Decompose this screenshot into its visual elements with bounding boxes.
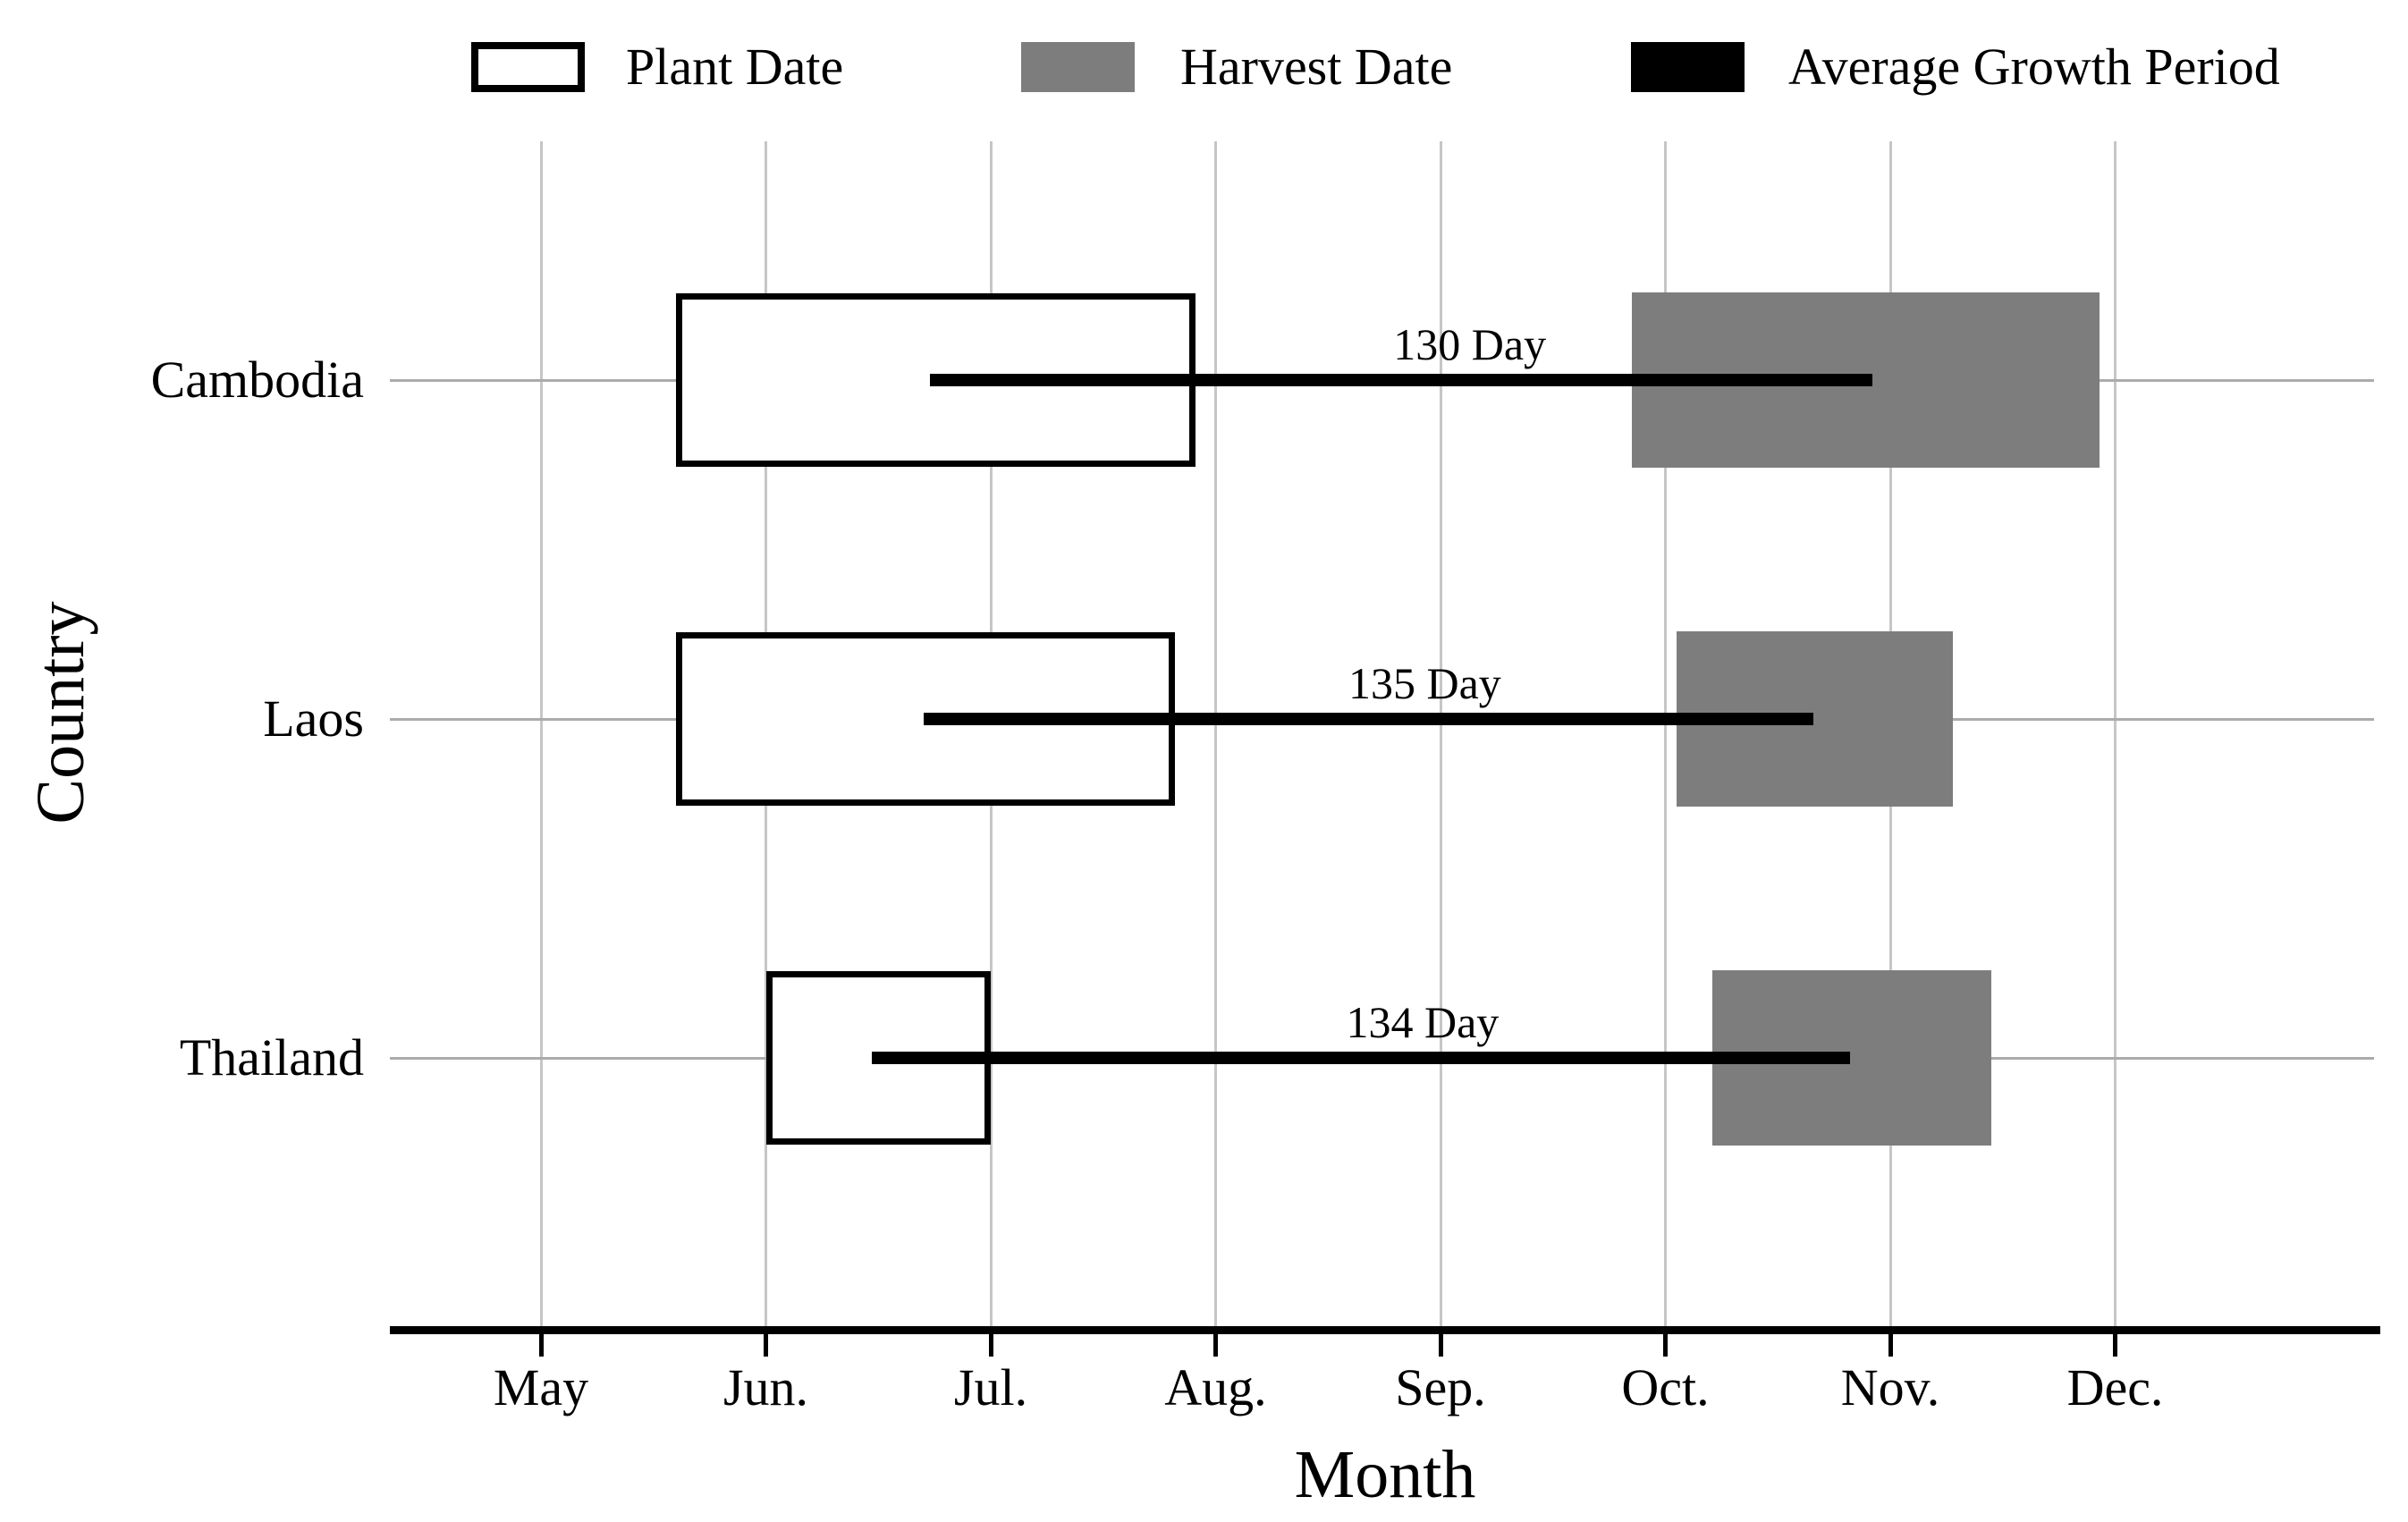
legend-swatch-plant-date-icon: [471, 42, 585, 92]
legend-label-average-growth-period: Average Growth Period: [1788, 38, 2280, 96]
legend-label-plant-date: Plant Date: [626, 38, 844, 96]
legend-label-harvest-date: Harvest Date: [1180, 38, 1453, 96]
gridline-vertical-Oct: [1664, 141, 1667, 1330]
x-tick-label-dec: Dec.: [2066, 1358, 2164, 1416]
x-tick-mark-nov: [1888, 1334, 1893, 1357]
x-tick-label-nov: Nov.: [1840, 1358, 1940, 1416]
x-tick-label-jul: Jul.: [953, 1358, 1028, 1416]
legend-swatch-average-growth-period-icon: [1631, 42, 1745, 92]
x-tick-label-aug: Aug.: [1164, 1358, 1267, 1416]
x-tick-label-sep: Sep.: [1395, 1358, 1486, 1416]
x-tick-label-may: May: [493, 1358, 589, 1416]
y-axis-title: Country: [23, 601, 98, 824]
growth-days-label-thailand: 134 Day: [1346, 997, 1500, 1047]
y-tick-label-laos: Laos: [263, 689, 364, 748]
legend-swatch-harvest-date-icon: [1021, 42, 1135, 92]
average-growth-period-line-thailand: [871, 1052, 1850, 1064]
average-growth-period-line-cambodia: [930, 374, 1872, 386]
x-tick-mark-sep: [1438, 1334, 1443, 1357]
x-axis-title: Month: [1294, 1437, 1476, 1512]
x-tick-mark-dec: [2113, 1334, 2117, 1357]
growth-days-label-laos: 135 Day: [1348, 658, 1501, 708]
growth-days-label-cambodia: 130 Day: [1393, 319, 1547, 369]
x-tick-mark-jun: [764, 1334, 768, 1357]
x-tick-label-jun: Jun.: [722, 1358, 809, 1416]
x-tick-mark-oct: [1663, 1334, 1668, 1357]
x-tick-mark-jul: [988, 1334, 993, 1357]
x-tick-mark-may: [538, 1334, 544, 1357]
gridline-vertical-May: [539, 141, 543, 1330]
y-tick-label-cambodia: Cambodia: [150, 351, 364, 409]
average-growth-period-line-laos: [923, 713, 1814, 725]
gridline-vertical-Aug: [1214, 141, 1217, 1330]
x-axis-line: [390, 1326, 2380, 1334]
x-tick-label-oct: Oct.: [1621, 1358, 1710, 1416]
y-tick-label-thailand: Thailand: [179, 1028, 364, 1087]
gridline-vertical-Dec: [2114, 141, 2117, 1330]
gridline-vertical-Sep: [1439, 141, 1442, 1330]
x-tick-mark-aug: [1213, 1334, 1218, 1357]
